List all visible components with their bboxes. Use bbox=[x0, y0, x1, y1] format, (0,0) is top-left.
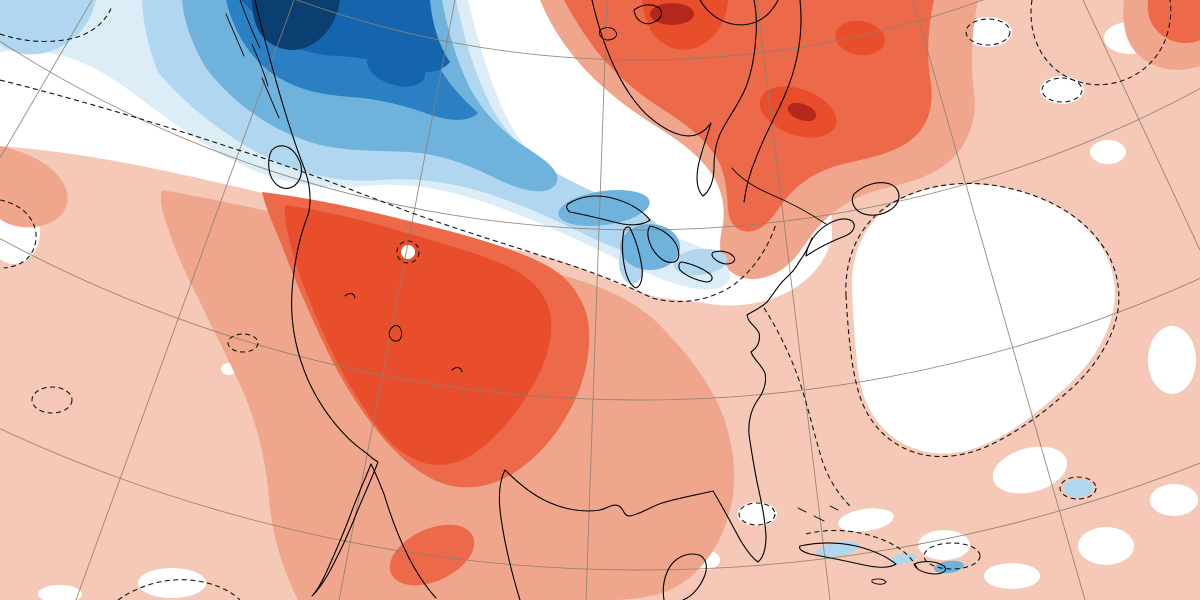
nova-scotia bbox=[805, 218, 855, 257]
arctic-islet bbox=[598, 27, 617, 41]
neutral-patch bbox=[138, 568, 206, 598]
newfoundland bbox=[851, 182, 900, 216]
graticule-meridian bbox=[756, 0, 831, 600]
graticule-meridian bbox=[1082, 0, 1200, 251]
cold-lake-superior-patch bbox=[558, 189, 650, 227]
neutral-patch bbox=[1150, 484, 1198, 516]
zero-contour-oval bbox=[31, 386, 73, 414]
graticule-parallel bbox=[0, 237, 1200, 401]
zero-contour-oval bbox=[1041, 77, 1083, 103]
zero-contour bbox=[117, 579, 241, 600]
neutral-patch bbox=[918, 530, 970, 560]
neutral-patch bbox=[838, 508, 894, 532]
neutral-atlantic-blob bbox=[851, 184, 1115, 454]
cold-level6 bbox=[252, 0, 340, 50]
warm-dark-spots bbox=[650, 3, 817, 122]
graticule-meridian bbox=[75, 0, 295, 600]
zero-contour-ring bbox=[396, 240, 420, 264]
zero-contour bbox=[805, 530, 919, 571]
hudson-bay bbox=[591, 0, 757, 197]
cold-lakes-patch bbox=[673, 248, 727, 276]
pacific-coast-baja-mexico bbox=[254, 0, 437, 599]
zero-contour bbox=[0, 5, 113, 42]
st-lawrence bbox=[731, 167, 827, 225]
lake-erie bbox=[678, 261, 713, 283]
warm-dark-spot bbox=[650, 3, 694, 25]
warm-corner-inner bbox=[1147, 0, 1200, 44]
graticule-meridian bbox=[338, 0, 456, 600]
vancouver-island bbox=[268, 145, 303, 189]
zero-anomaly-contours bbox=[0, 0, 1172, 600]
zero-contour bbox=[0, 199, 37, 269]
lake-ontario bbox=[711, 250, 736, 265]
cold-navy-core bbox=[252, 0, 340, 50]
zero-contour-oval bbox=[965, 18, 1011, 46]
neutral-patch bbox=[1040, 76, 1084, 104]
zero-contour bbox=[0, 79, 777, 303]
neutral-patch bbox=[737, 502, 777, 526]
zero-contour bbox=[1030, 0, 1172, 86]
jamaica bbox=[871, 578, 887, 585]
neutral-hole bbox=[401, 245, 415, 259]
warm-ne-inner bbox=[564, 0, 934, 232]
cold-corner-patch bbox=[0, 0, 96, 55]
zero-contour-oval bbox=[738, 502, 776, 526]
zero-contour-oval bbox=[1059, 476, 1097, 500]
cold-caribbean-speck bbox=[890, 553, 916, 565]
coastlines bbox=[225, 0, 947, 600]
graticule-meridian bbox=[912, 0, 1086, 600]
graticule-meridian bbox=[585, 0, 608, 600]
baffin-island-coast bbox=[699, 0, 779, 26]
cuba bbox=[799, 542, 897, 568]
warm-left-edge-lobe bbox=[0, 146, 68, 228]
gulf-and-atlantic-coast bbox=[498, 237, 813, 600]
southampton-island bbox=[633, 4, 662, 25]
zero-contour bbox=[763, 307, 851, 507]
hispaniola bbox=[913, 561, 947, 575]
cold-deep-spot bbox=[366, 49, 426, 87]
warm-ne-core-blob bbox=[835, 20, 885, 56]
neutral-patch bbox=[38, 585, 82, 600]
graticule-meridian bbox=[0, 0, 93, 159]
labrador-coast bbox=[743, 0, 802, 203]
graticule-parallel bbox=[0, 40, 1200, 231]
cold-caribbean-speck bbox=[934, 560, 964, 574]
warm-mexico-patch bbox=[389, 524, 475, 586]
graticule-parallel bbox=[296, 0, 984, 61]
cold-lake-huron-patch bbox=[620, 224, 680, 270]
lake-huron bbox=[647, 225, 680, 263]
inland-lake-squiggle bbox=[344, 293, 463, 373]
neutral-patch bbox=[964, 17, 1012, 47]
warm-dark-spot bbox=[787, 102, 817, 122]
yucatan bbox=[662, 553, 707, 600]
neutral-patch bbox=[1090, 140, 1126, 164]
neutral-patch bbox=[1148, 326, 1196, 394]
zero-contour-oval bbox=[923, 542, 981, 570]
neutral-patch bbox=[984, 563, 1040, 589]
lake-michigan bbox=[621, 226, 643, 289]
zero-contour-atlantic-ring bbox=[845, 182, 1120, 458]
great-salt-lake bbox=[388, 325, 403, 342]
warm-us-core bbox=[284, 205, 552, 465]
alaska-panhandle-islands bbox=[225, 0, 280, 119]
lake-superior bbox=[566, 195, 651, 226]
cold-caribbean-speck bbox=[1063, 479, 1093, 497]
zero-contour-oval bbox=[227, 333, 259, 353]
neutral-patch bbox=[992, 446, 1068, 494]
bahamas-islets bbox=[797, 505, 839, 522]
neutral-patch bbox=[1078, 527, 1134, 565]
